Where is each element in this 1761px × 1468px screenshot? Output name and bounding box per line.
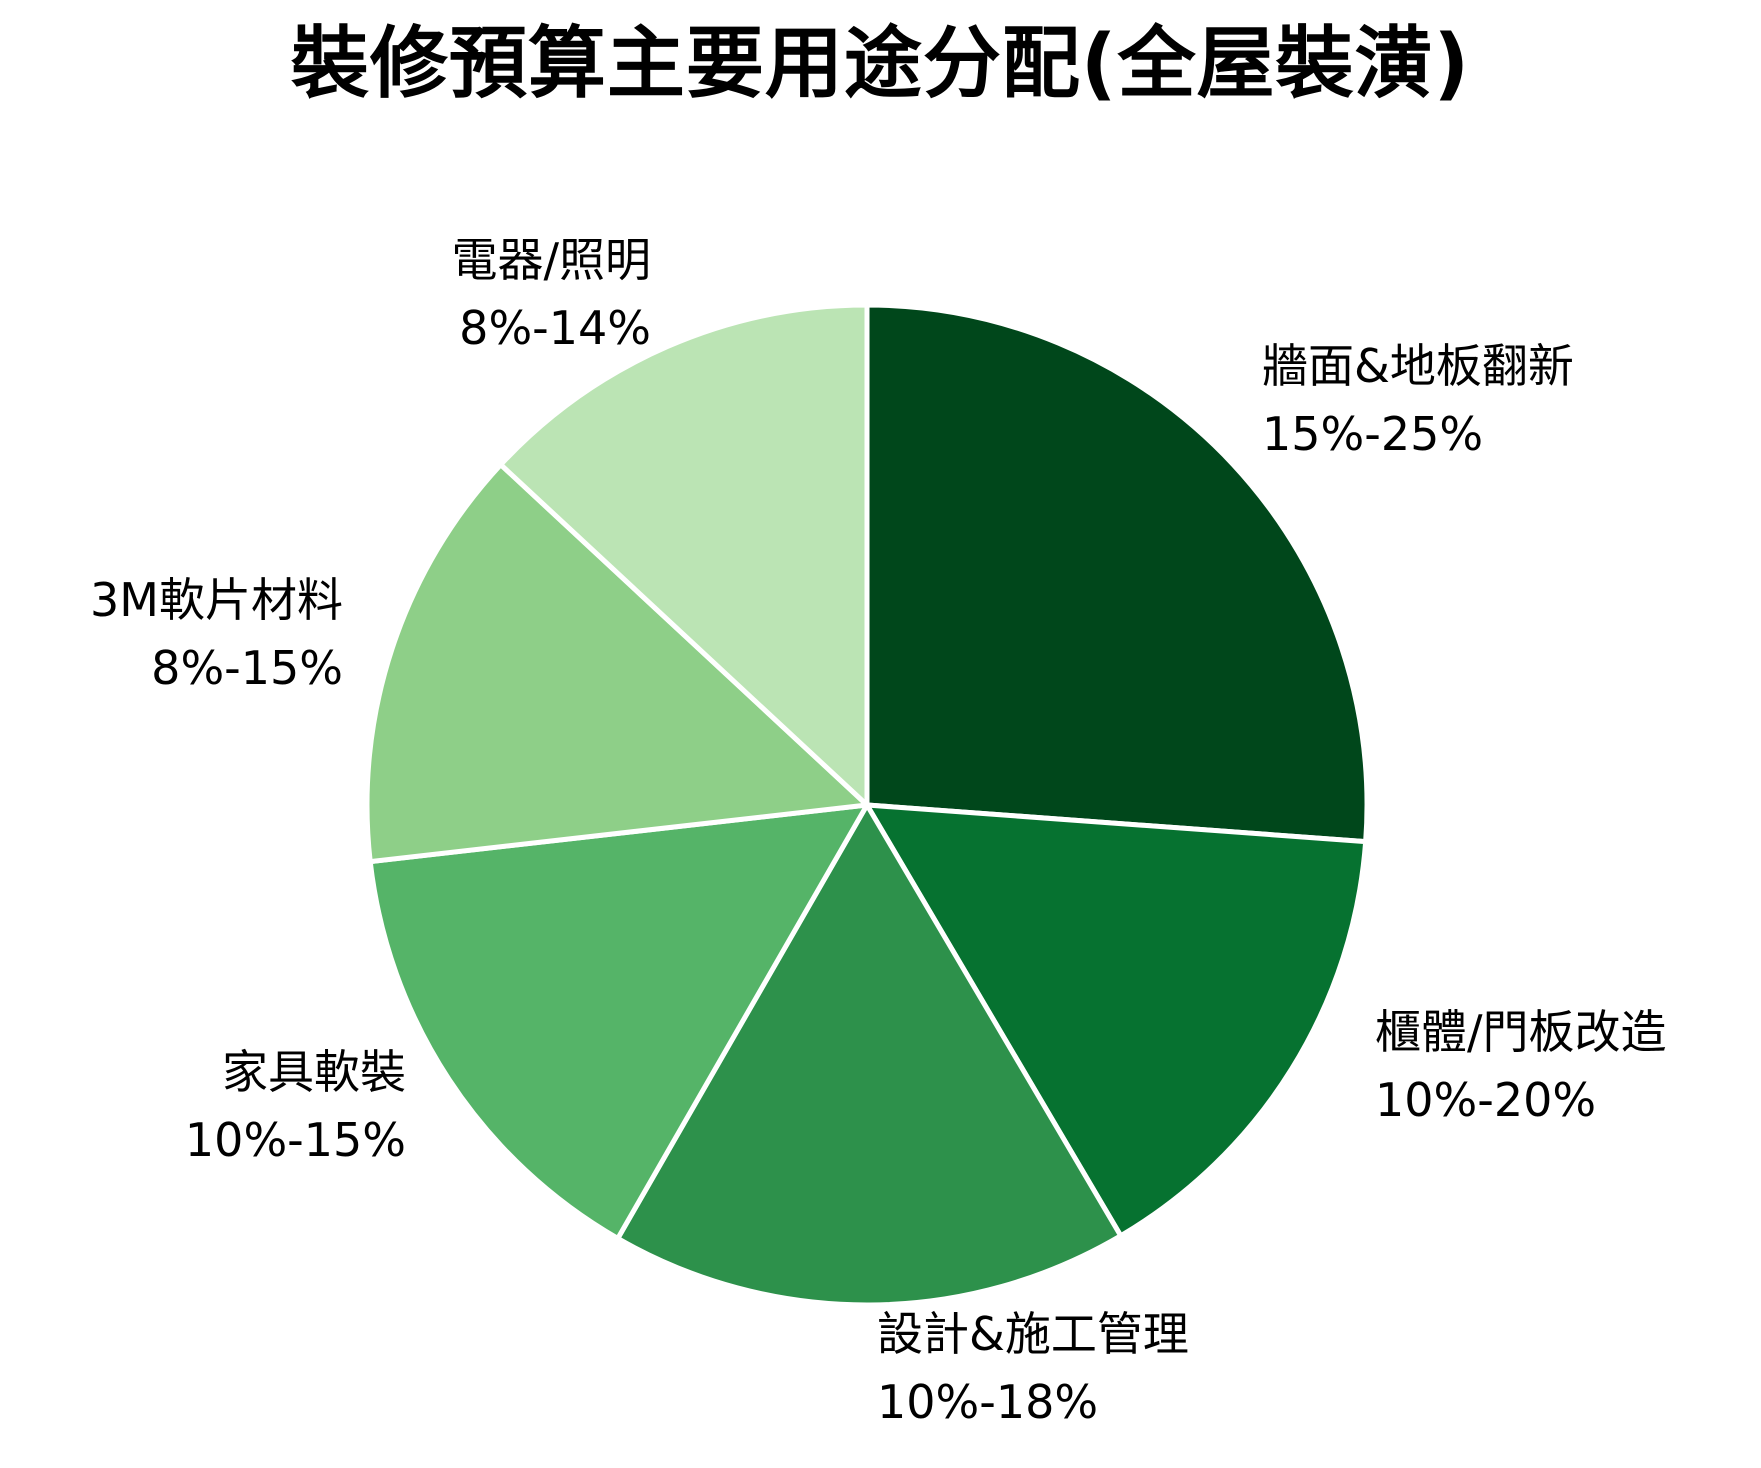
label-design-management: 設計&施工管理 10%-18% bbox=[877, 1300, 1189, 1436]
label-wall-floor: 牆面&地板翻新 15%-25% bbox=[1262, 332, 1574, 468]
label-cabinet-door: 櫃體/門板改造 10%-20% bbox=[1375, 998, 1667, 1134]
label-cabinet-door-range: 10%-20% bbox=[1375, 1073, 1597, 1127]
label-3m-film-name: 3M軟片材料 bbox=[90, 573, 343, 627]
label-furniture: 家具軟裝 10%-15% bbox=[185, 1038, 406, 1174]
label-furniture-name: 家具軟裝 bbox=[222, 1045, 406, 1099]
pie-slice bbox=[864, 802, 1369, 1239]
label-3m-film-range: 8%-15% bbox=[151, 641, 343, 695]
pie-slice bbox=[864, 302, 1370, 845]
label-cabinet-door-name: 櫃體/門板改造 bbox=[1375, 1005, 1667, 1059]
pie-slice bbox=[615, 802, 1124, 1308]
pie-slice bbox=[367, 802, 870, 1241]
chart-title: 裝修預算主要用途分配(全屋裝潢) bbox=[290, 19, 1471, 109]
label-appliance-lighting-name: 電器/照明 bbox=[451, 233, 652, 287]
pie-slice bbox=[498, 302, 870, 808]
label-design-management-range: 10%-18% bbox=[877, 1375, 1099, 1429]
label-appliance-lighting-range: 8%-14% bbox=[459, 301, 651, 355]
label-3m-film: 3M軟片材料 8%-15% bbox=[90, 566, 343, 702]
label-appliance-lighting: 電器/照明 8%-14% bbox=[452, 226, 652, 362]
label-furniture-range: 10%-15% bbox=[184, 1113, 406, 1167]
label-wall-floor-name: 牆面&地板翻新 bbox=[1262, 339, 1574, 393]
label-design-management-name: 設計&施工管理 bbox=[877, 1307, 1189, 1361]
pie-slice bbox=[364, 462, 870, 865]
label-wall-floor-range: 15%-25% bbox=[1262, 407, 1484, 461]
